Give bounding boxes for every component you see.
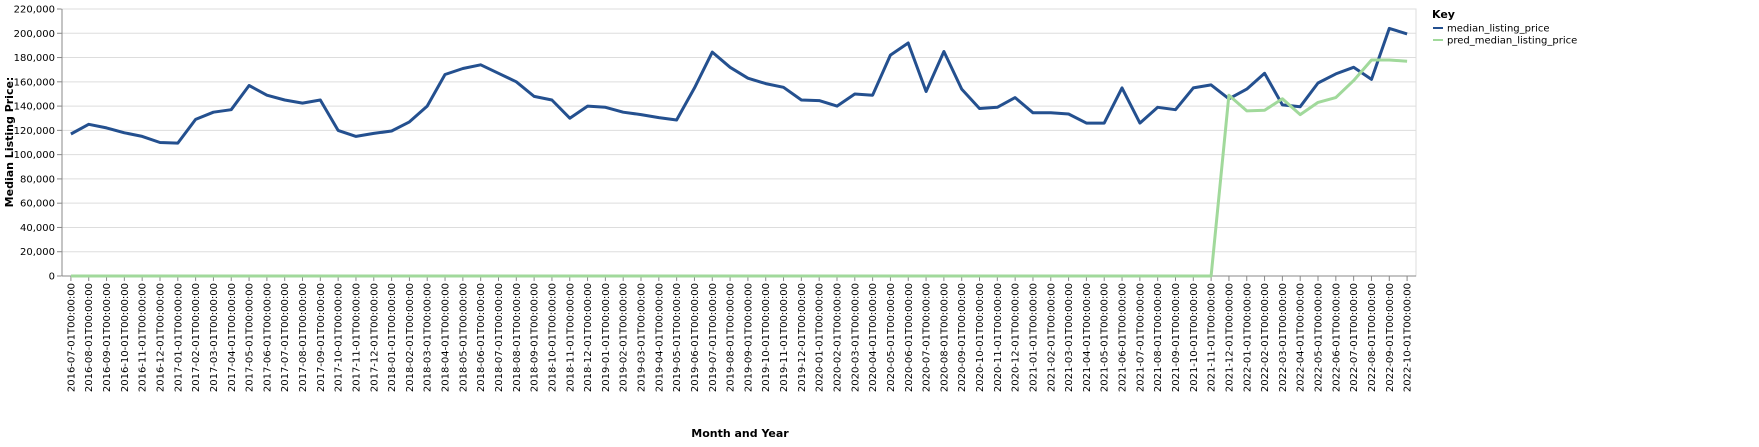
x-tick-label: 2019-10-01T00:00:00	[761, 283, 772, 392]
x-tick-label: 2019-08-01T00:00:00	[726, 283, 737, 392]
x-tick-label: 2017-05-01T00:00:00	[245, 283, 256, 392]
x-tick-label: 2022-06-01T00:00:00	[1331, 283, 1342, 392]
legend-label: median_listing_price	[1447, 24, 1550, 35]
x-tick-label: 2019-05-01T00:00:00	[672, 283, 683, 392]
y-tick-label: 20,000	[20, 247, 55, 258]
y-tick-label: 160,000	[14, 77, 55, 88]
x-tick-label: 2016-07-01T00:00:00	[66, 283, 77, 392]
y-tick-label: 80,000	[20, 174, 55, 185]
y-tick-label: 120,000	[14, 126, 55, 137]
x-tick-label: 2022-05-01T00:00:00	[1314, 283, 1325, 392]
x-tick-label: 2018-05-01T00:00:00	[458, 283, 469, 392]
x-tick-label: 2020-02-01T00:00:00	[832, 283, 843, 392]
y-tick-label: 0	[49, 272, 55, 283]
x-tick-label: 2017-12-01T00:00:00	[369, 283, 380, 392]
y-tick-label: 40,000	[20, 223, 55, 234]
x-tick-label: 2022-09-01T00:00:00	[1385, 283, 1396, 392]
x-tick-label: 2018-04-01T00:00:00	[441, 283, 452, 392]
x-tick-label: 2018-10-01T00:00:00	[547, 283, 558, 392]
x-tick-label: 2019-02-01T00:00:00	[619, 283, 630, 392]
y-axis-label: Median Listing Price:	[3, 77, 16, 208]
x-tick-label: 2018-08-01T00:00:00	[512, 283, 523, 392]
x-tick-label: 2021-03-01T00:00:00	[1064, 283, 1075, 392]
x-tick-label: 2020-09-01T00:00:00	[957, 283, 968, 392]
x-tick-label: 2017-09-01T00:00:00	[316, 283, 327, 392]
x-tick-label: 2019-03-01T00:00:00	[637, 283, 648, 392]
x-tick-label: 2019-11-01T00:00:00	[779, 283, 790, 392]
x-tick-label: 2017-08-01T00:00:00	[298, 283, 309, 392]
y-tick-label: 100,000	[14, 150, 55, 161]
x-tick-label: 2018-06-01T00:00:00	[476, 283, 487, 392]
x-tick-label: 2020-06-01T00:00:00	[904, 283, 915, 392]
x-tick-label: 2020-12-01T00:00:00	[1011, 283, 1022, 392]
x-tick-label: 2017-04-01T00:00:00	[227, 283, 238, 392]
x-tick-label: 2021-08-01T00:00:00	[1153, 283, 1164, 392]
legend-label: pred_median_listing_price	[1447, 36, 1577, 47]
y-tick-label: 220,000	[14, 5, 55, 16]
x-tick-label: 2018-07-01T00:00:00	[494, 283, 505, 392]
legend-title: Key	[1432, 8, 1455, 21]
x-tick-label: 2017-03-01T00:00:00	[209, 283, 220, 392]
x-tick-label: 2020-08-01T00:00:00	[939, 283, 950, 392]
x-tick-label: 2020-11-01T00:00:00	[993, 283, 1004, 392]
y-tick-label: 200,000	[14, 29, 55, 40]
x-tick-label: 2019-12-01T00:00:00	[797, 283, 808, 392]
y-tick-label: 60,000	[20, 199, 55, 210]
x-tick-label: 2017-06-01T00:00:00	[262, 283, 273, 392]
x-tick-label: 2016-08-01T00:00:00	[84, 283, 95, 392]
x-tick-label: 2021-11-01T00:00:00	[1207, 283, 1218, 392]
x-tick-label: 2019-04-01T00:00:00	[654, 283, 665, 392]
x-tick-label: 2017-07-01T00:00:00	[280, 283, 291, 392]
plot-frame	[61, 8, 1417, 277]
x-tick-label: 2018-01-01T00:00:00	[387, 283, 398, 392]
x-tick-label: 2021-04-01T00:00:00	[1082, 283, 1093, 392]
x-tick-label: 2021-01-01T00:00:00	[1028, 283, 1039, 392]
x-tick-label: 2020-07-01T00:00:00	[922, 283, 933, 392]
series-line	[70, 58, 1408, 278]
x-tick-label: 2019-01-01T00:00:00	[601, 283, 612, 392]
x-tick-label: 2021-06-01T00:00:00	[1118, 283, 1129, 392]
x-tick-label: 2017-02-01T00:00:00	[191, 283, 202, 392]
x-tick-label: 2017-01-01T00:00:00	[173, 283, 184, 392]
x-tick-label: 2022-04-01T00:00:00	[1296, 283, 1307, 392]
x-tick-label: 2016-10-01T00:00:00	[120, 283, 131, 392]
x-tick-label: 2021-12-01T00:00:00	[1224, 283, 1235, 392]
x-tick-label: 2022-10-01T00:00:00	[1403, 283, 1414, 392]
x-tick-label: 2019-06-01T00:00:00	[690, 283, 701, 392]
x-tick-label: 2022-02-01T00:00:00	[1260, 283, 1271, 392]
x-tick-label: 2018-12-01T00:00:00	[583, 283, 594, 392]
x-tick-label: 2018-03-01T00:00:00	[423, 283, 434, 392]
x-tick-label: 2020-01-01T00:00:00	[815, 283, 826, 392]
x-tick-label: 2018-02-01T00:00:00	[405, 283, 416, 392]
x-tick-label: 2020-04-01T00:00:00	[868, 283, 879, 392]
x-tick-label: 2022-01-01T00:00:00	[1242, 283, 1253, 392]
x-tick-label: 2020-05-01T00:00:00	[886, 283, 897, 392]
x-tick-label: 2018-11-01T00:00:00	[565, 283, 576, 392]
x-tick-label: 2019-07-01T00:00:00	[708, 283, 719, 392]
x-tick-label: 2020-10-01T00:00:00	[975, 283, 986, 392]
x-tick-label: 2022-03-01T00:00:00	[1278, 283, 1289, 392]
x-tick-label: 2019-09-01T00:00:00	[743, 283, 754, 392]
x-tick-label: 2016-12-01T00:00:00	[155, 283, 166, 392]
x-tick-label: 2017-11-01T00:00:00	[351, 283, 362, 392]
x-tick-label: 2016-09-01T00:00:00	[102, 283, 113, 392]
x-tick-label: 2020-03-01T00:00:00	[850, 283, 861, 392]
x-tick-label: 2022-08-01T00:00:00	[1367, 283, 1378, 392]
x-tick-label: 2021-09-01T00:00:00	[1171, 283, 1182, 392]
x-tick-label: 2021-07-01T00:00:00	[1135, 283, 1146, 392]
x-tick-label: 2022-07-01T00:00:00	[1349, 283, 1360, 392]
y-tick-label: 140,000	[14, 102, 55, 113]
x-tick-label: 2021-05-01T00:00:00	[1100, 283, 1111, 392]
x-tick-label: 2017-10-01T00:00:00	[334, 283, 345, 392]
series-line	[70, 26, 1408, 145]
y-tick-label: 180,000	[14, 53, 55, 64]
x-tick-label: 2021-10-01T00:00:00	[1189, 283, 1200, 392]
x-tick-label: 2016-11-01T00:00:00	[138, 283, 149, 392]
x-axis-label: Month and Year	[691, 427, 789, 440]
x-tick-label: 2018-09-01T00:00:00	[530, 283, 541, 392]
x-tick-label: 2021-02-01T00:00:00	[1046, 283, 1057, 392]
